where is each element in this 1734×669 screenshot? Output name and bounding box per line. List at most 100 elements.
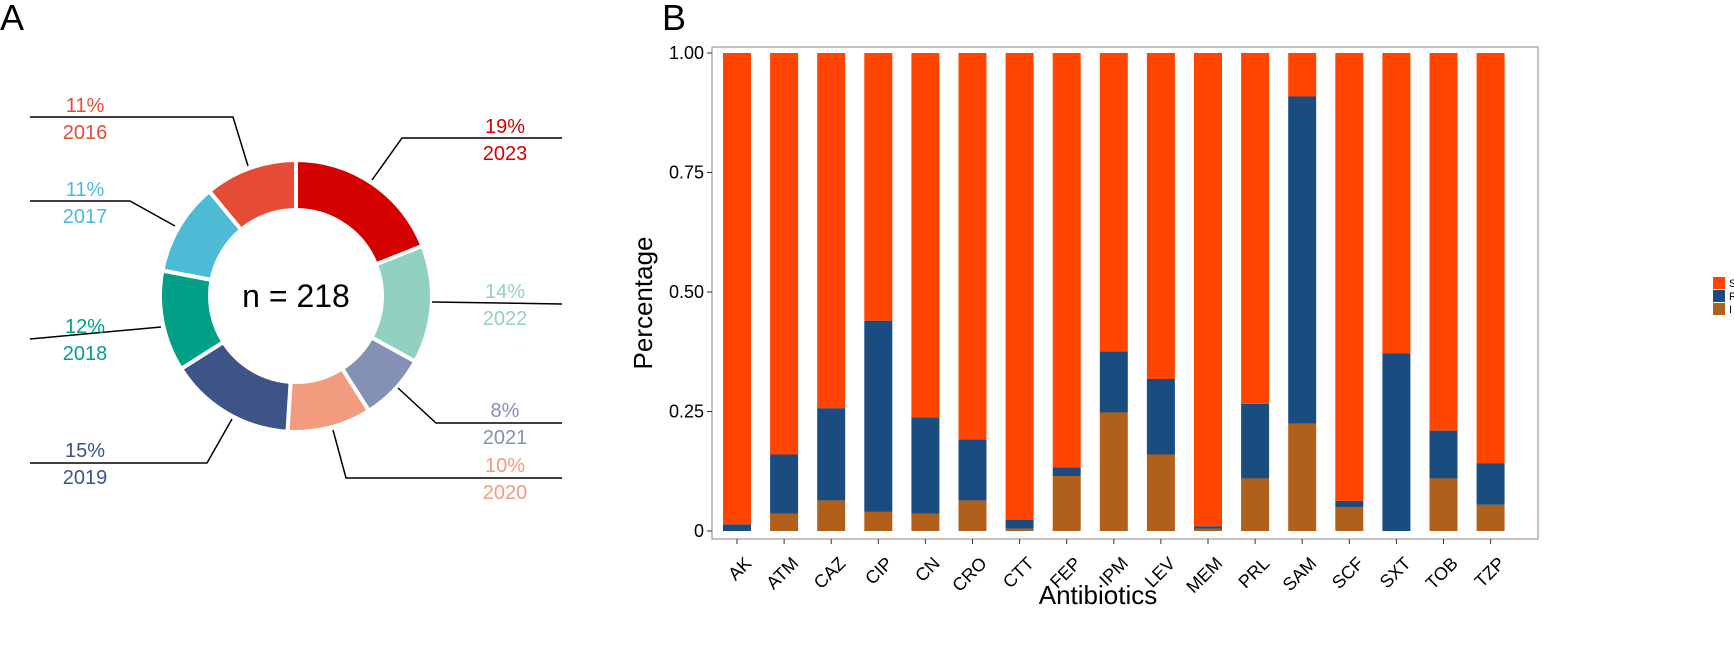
- donut-year-label-2022: 2022: [483, 308, 528, 330]
- bar-CTT-R: [1005, 520, 1034, 529]
- x-tick-label-CN: CN: [911, 553, 944, 586]
- x-tick-label-SXT: SXT: [1376, 553, 1415, 592]
- bar-CRO-I: [958, 500, 987, 531]
- bar-CAZ-R: [817, 408, 846, 501]
- donut-year-label-2019: 2019: [63, 467, 108, 489]
- bar-TZP-S: [1476, 53, 1505, 464]
- donut-year-label-2021: 2021: [483, 427, 528, 449]
- x-tick-label-CTT: CTT: [999, 553, 1038, 592]
- legend-label-I: I: [1729, 304, 1732, 316]
- bar-ATM-S: [770, 53, 799, 455]
- leader-line-2021: [397, 387, 562, 424]
- donut-year-label-2023: 2023: [483, 143, 528, 165]
- bar-SCF-R: [1335, 500, 1364, 508]
- x-tick-label-CIP: CIP: [861, 553, 896, 588]
- bar-AK-R: [723, 524, 751, 531]
- leader-line-2016: [30, 116, 249, 167]
- bar-CAZ-I: [817, 500, 846, 531]
- bar-SCF-S: [1335, 53, 1364, 501]
- x-tick-label-MEM: MEM: [1182, 553, 1226, 597]
- bar-CRO-R: [958, 439, 987, 501]
- plot-panel-border: [711, 46, 1539, 540]
- bar-SAM-S: [1288, 53, 1317, 97]
- panel-label-a: A: [0, 0, 24, 38]
- leader-line-2020: [332, 429, 562, 479]
- bar-PRL-I: [1241, 478, 1270, 531]
- bar-CIP-I: [864, 511, 893, 531]
- bar-TOB-R: [1429, 430, 1458, 479]
- donut-slice-2016: [206, 157, 298, 233]
- donut-year-label-2017: 2017: [63, 206, 108, 228]
- leader-line-2018: [29, 326, 162, 340]
- y-axis-title: Percentage: [628, 237, 658, 370]
- bar-FEP-S: [1052, 53, 1081, 468]
- donut-chart: 19% 2023 14% 2022 8% 2021 10% 2020 15% 2019 12% 201…: [29, 95, 563, 504]
- donut-percent-label-2016: 11%: [66, 95, 105, 117]
- bar-SCF-I: [1335, 507, 1364, 531]
- x-tick-label-SAM: SAM: [1279, 553, 1321, 595]
- legend: SRI: [1713, 277, 1734, 316]
- panel-label-b: B: [662, 0, 686, 38]
- bar-TOB-S: [1429, 53, 1458, 431]
- bar-SXT-R: [1382, 353, 1411, 531]
- bar-ATM-R: [770, 454, 799, 514]
- y-tick-label: 0.75: [669, 163, 704, 183]
- legend-label-R: R: [1729, 291, 1734, 303]
- bar-TZP-R: [1476, 463, 1505, 505]
- bar-TZP-I: [1476, 504, 1505, 531]
- bar-IPM-S: [1099, 53, 1128, 352]
- leader-line-2022: [431, 301, 563, 305]
- x-tick-label-TZP: TZP: [1471, 553, 1509, 591]
- x-axis-title: Antibiotics: [1039, 580, 1158, 610]
- stacked-bar-chart: 00.250.500.751.00 AK ATM CAZ CIP CN CRO CTT FEP…: [628, 43, 1734, 610]
- bar-AK-S: [723, 53, 751, 525]
- bar-CN-I: [911, 513, 940, 531]
- bar-LEV-R: [1146, 378, 1175, 455]
- bar-ATM-I: [770, 513, 799, 531]
- legend-key-S: [1713, 277, 1725, 289]
- donut-year-label-2020: 2020: [483, 482, 528, 504]
- bar-PRL-R: [1241, 403, 1270, 479]
- bar-CTT-I: [1005, 528, 1034, 531]
- y-axis: 0 0.25 0.50 0.75 1.00: [669, 43, 712, 541]
- x-tick-label-ATM: ATM: [762, 553, 802, 593]
- bar-PRL-S: [1241, 53, 1270, 404]
- donut-year-label-2016: 2016: [63, 122, 108, 144]
- bar-CIP-S: [864, 53, 893, 321]
- donut-percent-label-2017: 11%: [66, 179, 105, 201]
- donut-percent-label-2018: 12%: [65, 316, 105, 338]
- y-tick-label: 0.50: [669, 282, 704, 302]
- bar-CAZ-S: [817, 53, 846, 409]
- bar-SAM-R: [1288, 96, 1317, 424]
- bar-IPM-I: [1099, 412, 1128, 531]
- bar-FEP-I: [1052, 476, 1081, 531]
- x-tick-label-CAZ: CAZ: [810, 553, 850, 593]
- donut-percent-label-2023: 19%: [485, 116, 525, 138]
- legend-key-R: [1713, 290, 1725, 302]
- x-tick-label-PRL: PRL: [1234, 553, 1273, 592]
- bar-CRO-S: [958, 53, 987, 440]
- bar-CN-R: [911, 417, 940, 514]
- bar-MEM-I: [1194, 528, 1222, 531]
- bar-TOB-I: [1429, 478, 1458, 531]
- donut-center-text: n = 218: [242, 278, 350, 314]
- bar-LEV-I: [1146, 454, 1175, 531]
- donut-percent-label-2019: 15%: [65, 440, 105, 462]
- bar-SXT-S: [1382, 53, 1411, 354]
- x-tick-label-TOB: TOB: [1422, 553, 1462, 593]
- bar-CN-S: [911, 53, 940, 418]
- x-tick-label-CRO: CRO: [948, 553, 990, 595]
- bar-MEM-R: [1194, 526, 1222, 529]
- x-tick-label-AK: AK: [724, 553, 755, 584]
- legend-key-I: [1713, 303, 1725, 315]
- leader-line-2019: [30, 418, 233, 464]
- bar-FEP-R: [1052, 467, 1081, 477]
- donut-percent-label-2022: 14%: [485, 281, 525, 303]
- y-tick-label: 0.25: [669, 402, 704, 422]
- donut-percent-label-2021: 8%: [491, 400, 520, 422]
- legend-label-S: S: [1729, 278, 1734, 290]
- bar-MEM-S: [1194, 53, 1222, 527]
- bar-LEV-S: [1146, 53, 1175, 379]
- bar-SAM-I: [1288, 423, 1317, 531]
